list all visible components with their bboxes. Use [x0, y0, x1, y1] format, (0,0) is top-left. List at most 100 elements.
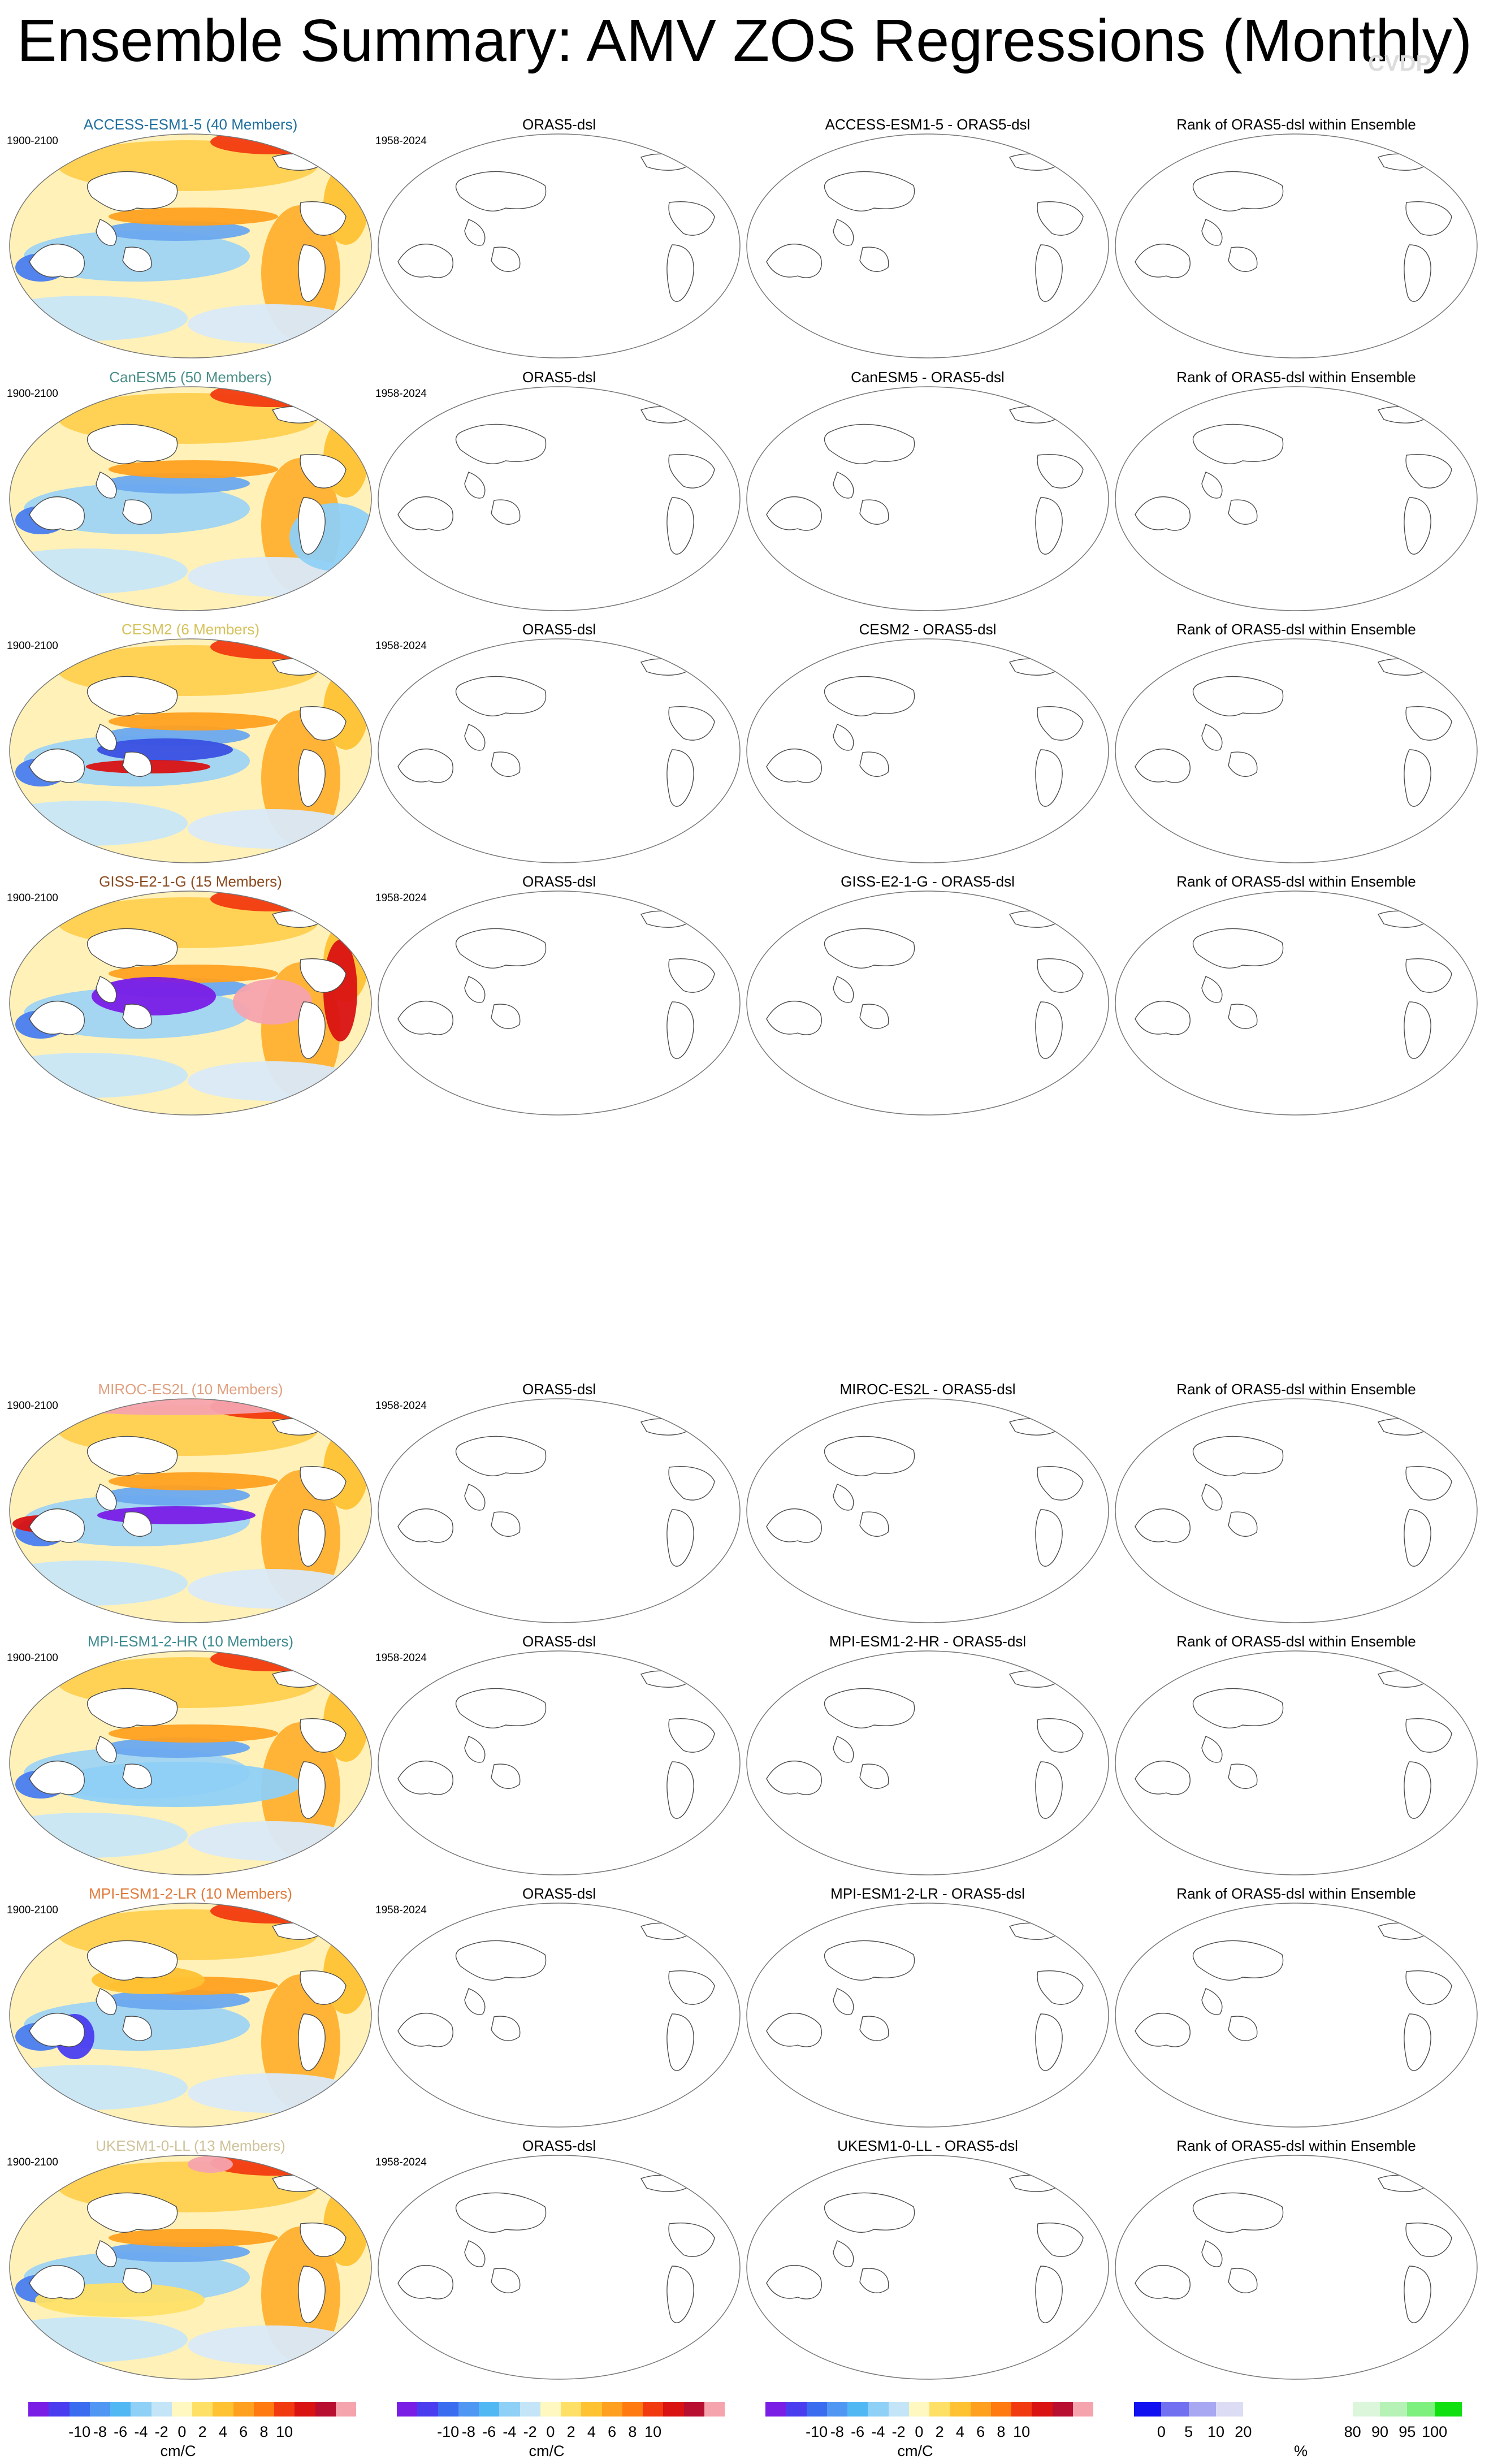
colorbar-box [253, 2402, 274, 2417]
colorbar-tick-label: -2 [523, 2423, 537, 2440]
colorbar-tick-label: 95 [1399, 2423, 1416, 2440]
model-panel-years: 1900-2100 [7, 388, 58, 400]
colorbar-tick-label: -6 [114, 2423, 128, 2440]
colorbar-tick-label: 10 [644, 2423, 662, 2440]
difference-panel: UKESM1-0-LL - ORAS5-dsl [744, 2137, 1111, 2383]
model-panel-title: CanESM5 (50 Members) [109, 369, 272, 386]
rank-panel-title: Rank of ORAS5-dsl within Ensemble [1176, 873, 1416, 890]
colorbar-box [990, 2402, 1011, 2417]
difference-panel: ACCESS-ESM1-5 - ORAS5-dsl [744, 116, 1111, 362]
colorbar-box [888, 2402, 909, 2417]
colorbar-box [868, 2402, 889, 2417]
rank-panel-title: Rank of ORAS5-dsl within Ensemble [1176, 369, 1416, 386]
colorbar-tick-label: 10 [276, 2423, 293, 2440]
colorbar-tick-label: 90 [1371, 2423, 1389, 2440]
obs-colorbar: -10 -8 -6 -4 -2 0 2 4 6 8 10 cm/C [397, 2402, 725, 2464]
model-panel-map [7, 889, 374, 1118]
colorbar-unit-label: cm/C [897, 2443, 933, 2459]
rank-panel: Rank of ORAS5-dsl within Ensemble [1113, 1885, 1480, 2131]
model-panel-years: 1900-2100 [7, 1904, 58, 1916]
obs-panel: ORAS5-dsl 1958-2024 [375, 1633, 743, 1879]
model-panel-title: UKESM1-0-LL (13 Members) [96, 2137, 285, 2154]
colorbar-tick-label: 4 [587, 2423, 596, 2440]
colorbar-box [335, 2402, 356, 2417]
rank-panel: Rank of ORAS5-dsl within Ensemble [1113, 2137, 1480, 2383]
colorbar-box [826, 2402, 847, 2417]
colorbar-box [151, 2402, 172, 2417]
rank-panel-title: Rank of ORAS5-dsl within Ensemble [1176, 116, 1416, 133]
colorbar-box [417, 2402, 438, 2417]
colorbar-box [1161, 2402, 1189, 2417]
difference-panel-title: CESM2 - ORAS5-dsl [859, 621, 997, 638]
colorbar-box [970, 2402, 991, 2417]
colorbar-tick-label: 8 [997, 2423, 1006, 2440]
colorbar-box [581, 2402, 602, 2417]
colorbar-box [1407, 2402, 1435, 2417]
obs-panel-title: ORAS5-dsl [522, 369, 596, 386]
colorbar-box [315, 2402, 336, 2417]
colorbar-box [171, 2402, 192, 2417]
colorbar-box [131, 2402, 152, 2417]
colorbar-box [1134, 2402, 1162, 2417]
colorbar-box [643, 2402, 664, 2417]
obs-panel-map [375, 889, 743, 1118]
colorbar-tick-label: -4 [503, 2423, 517, 2440]
colorbar-box [1379, 2402, 1408, 2417]
obs-panel-title: ORAS5-dsl [522, 1885, 596, 1902]
colorbar-tick-label: 0 [915, 2423, 924, 2440]
colorbar-box [479, 2402, 500, 2417]
rank-panel-title: Rank of ORAS5-dsl within Ensemble [1176, 1885, 1416, 1902]
colorbar-tick-label: 8 [628, 2423, 637, 2440]
colorbar-tick-label: 6 [239, 2423, 248, 2440]
colorbar-box [847, 2402, 868, 2417]
obs-panel-title: ORAS5-dsl [522, 116, 596, 133]
colorbar-tick-label: 5 [1184, 2423, 1193, 2440]
cvdp-watermark: CVDP [1368, 51, 1431, 76]
colorbar-box [622, 2402, 643, 2417]
difference-panel: MPI-ESM1-2-HR - ORAS5-dsl [744, 1633, 1111, 1879]
difference-panel-title: MIROC-ES2L - ORAS5-dsl [839, 1381, 1016, 1398]
model-panel-title: CESM2 (6 Members) [121, 621, 260, 638]
rank-panel-title: Rank of ORAS5-dsl within Ensemble [1176, 1633, 1416, 1650]
model-panel-title: MPI-ESM1-2-LR (10 Members) [89, 1885, 292, 1902]
colorbar-tick-label: 10 [1013, 2423, 1031, 2440]
difference-panel-map [744, 1649, 1111, 1878]
colorbar-box [601, 2402, 622, 2417]
colorbar-box [89, 2402, 110, 2417]
colorbar-tick-label: 4 [955, 2423, 964, 2440]
colorbar-box [397, 2402, 418, 2417]
colorbar-box [950, 2402, 971, 2417]
obs-panel-years: 1958-2024 [375, 1400, 427, 1412]
difference-panel-map [744, 1901, 1111, 2130]
colorbar-box [213, 2402, 233, 2417]
rank-panel: Rank of ORAS5-dsl within Ensemble [1113, 1381, 1480, 1627]
colorbar-tick-label: 2 [935, 2423, 944, 2440]
obs-panel-years: 1958-2024 [375, 135, 427, 147]
colorbar-box [786, 2402, 807, 2417]
colorbar-box [561, 2402, 582, 2417]
model-panel-map [7, 384, 374, 613]
model-panel-years: 1900-2100 [7, 1400, 58, 1412]
colorbar-tick-label: 20 [1235, 2423, 1252, 2440]
colorbar-box [499, 2402, 520, 2417]
colorbar-tick-label: 10 [1207, 2423, 1225, 2440]
colorbar-tick-label: -10 [68, 2423, 91, 2440]
colorbar-box [1072, 2402, 1093, 2417]
obs-panel-map [375, 1649, 743, 1878]
colorbar-box [806, 2402, 827, 2417]
rank-panel-map [1113, 132, 1480, 361]
rank-panel-map [1113, 1649, 1480, 1878]
rank-panel: Rank of ORAS5-dsl within Ensemble [1113, 1633, 1480, 1879]
colorbar-box [1352, 2402, 1380, 2417]
obs-panel-years: 1958-2024 [375, 1904, 427, 1916]
colorbar-box [69, 2402, 90, 2417]
colorbar-tick-label: -4 [871, 2423, 885, 2440]
rank-panel-title: Rank of ORAS5-dsl within Ensemble [1176, 1381, 1416, 1398]
model-panel-title: MPI-ESM1-2-HR (10 Members) [87, 1633, 294, 1650]
colorbar-tick-label: -4 [134, 2423, 148, 2440]
difference-panel-title: MPI-ESM1-2-HR - ORAS5-dsl [829, 1633, 1027, 1650]
model-panel-map [7, 1397, 374, 1626]
colorbar-box [49, 2402, 70, 2417]
colorbar-box [683, 2402, 704, 2417]
difference-panel-map [744, 637, 1111, 866]
